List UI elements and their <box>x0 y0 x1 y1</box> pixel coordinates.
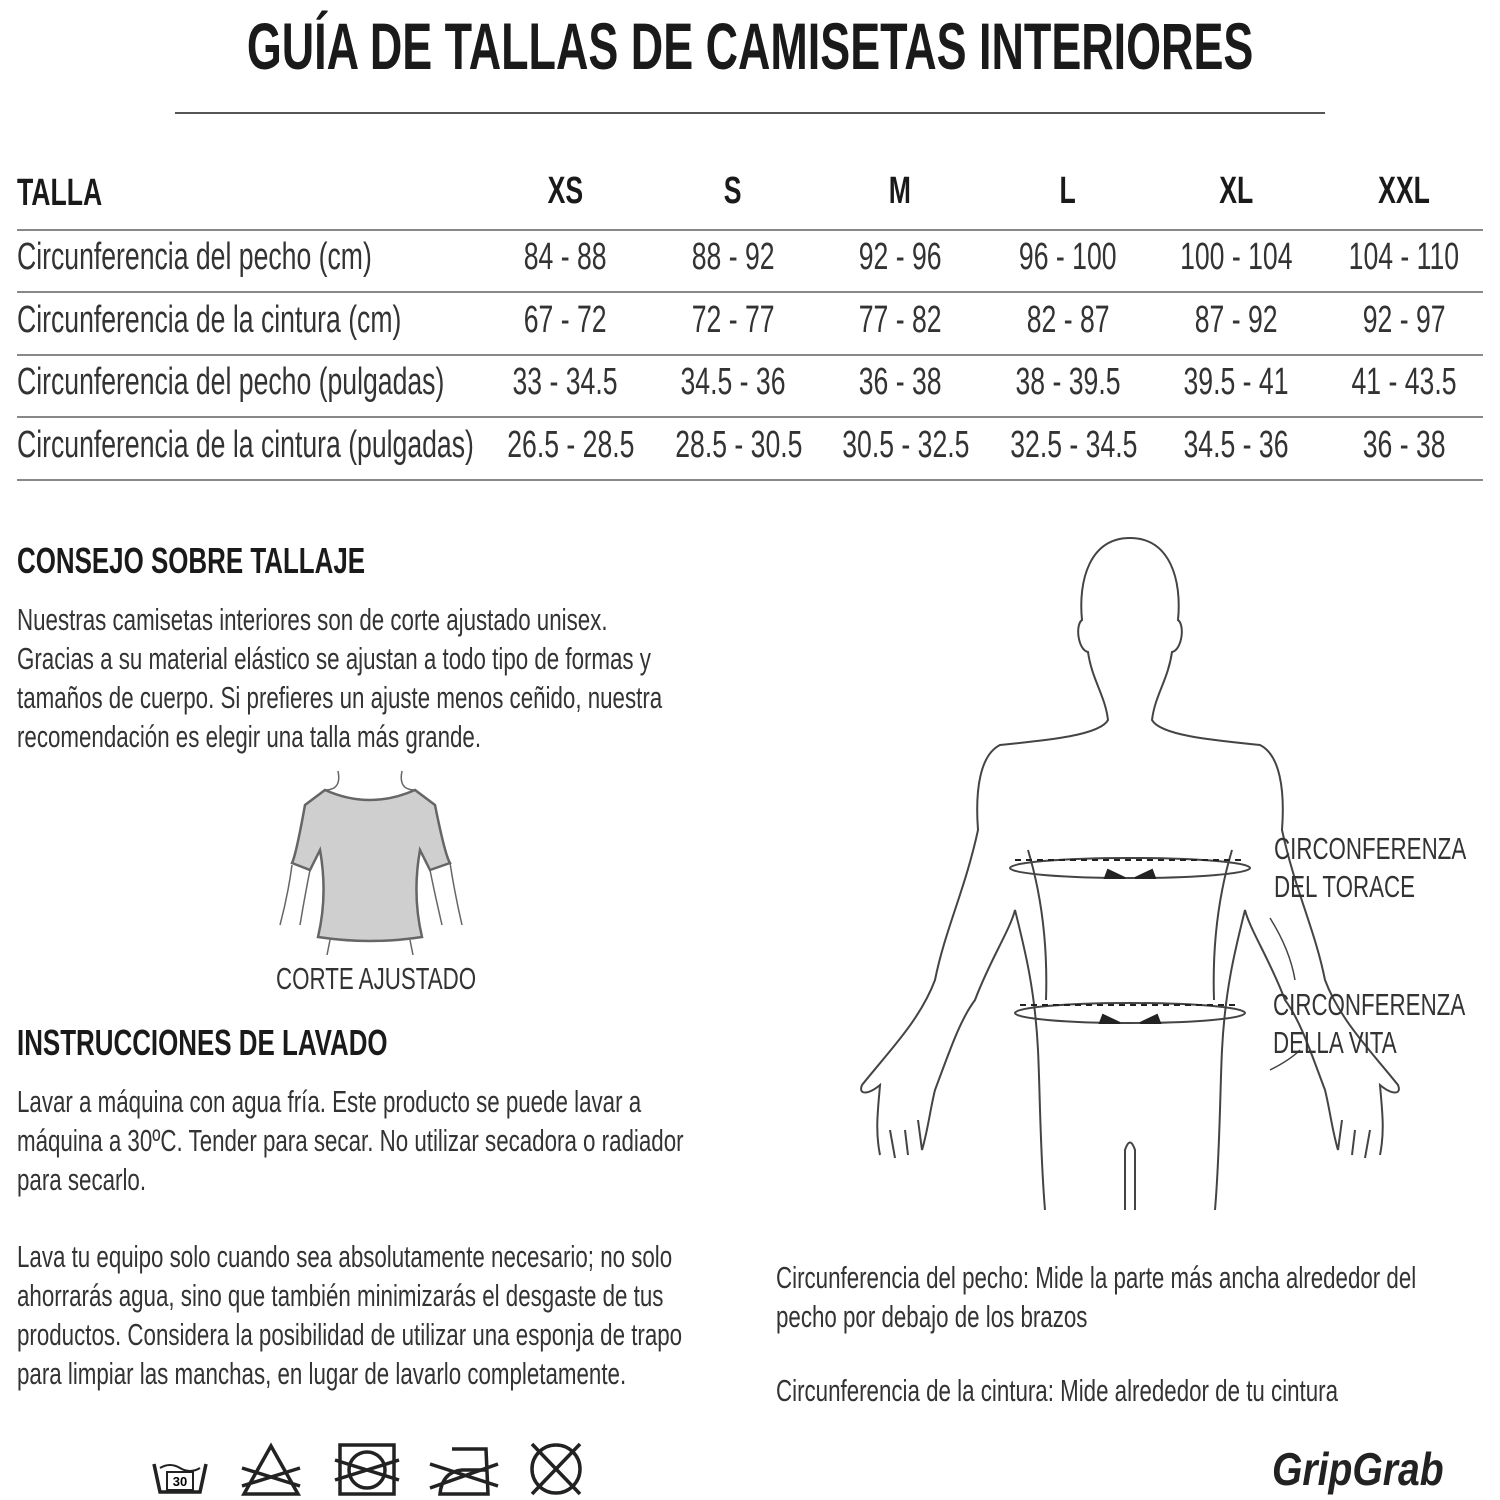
wash-30-icon: 30 <box>152 1463 208 1494</box>
table-cell: 26.5 - 28.5 <box>507 423 635 466</box>
chest-description: Circunferencia del pecho: Mide la parte … <box>776 1260 1417 1334</box>
table-cell: 77 - 82 <box>858 298 942 341</box>
no-iron-icon <box>429 1447 499 1496</box>
page-title: GUÍA DE TALLAS DE CAMISETAS INTERIORES <box>246 9 1254 83</box>
title-divider <box>175 112 1325 114</box>
table-cell: 92 - 96 <box>858 236 942 278</box>
waist-label: CIRCONFERENZA DELLA VITA <box>1273 987 1466 1060</box>
table-cell: 41 - 43.5 <box>1351 361 1457 403</box>
size-header-xl: XL <box>1219 170 1253 212</box>
fit-advice-text: Nuestras camisetas interiores son de cor… <box>17 602 663 754</box>
washing-heading: INSTRUCCIONES DE LAVADO <box>17 1022 388 1063</box>
no-bleach-icon <box>241 1442 301 1496</box>
fitted-shirt-icon <box>279 770 463 955</box>
washing-text-1: Lavar a máquina con agua fría. Este prod… <box>17 1084 684 1197</box>
table-divider <box>17 354 1483 356</box>
no-tumble-dry-icon <box>334 1443 400 1496</box>
shirt-caption: CORTE AJUSTADO <box>276 961 477 996</box>
table-cell: 39.5 - 41 <box>1183 361 1289 403</box>
size-header-l: L <box>1059 170 1077 212</box>
size-header-xxl: XXL <box>1378 170 1430 212</box>
table-cell: 36 - 38 <box>858 361 942 403</box>
table-cell: 36 - 38 <box>1362 423 1446 466</box>
table-divider <box>17 229 1483 231</box>
table-cell: 38 - 39.5 <box>1015 361 1121 403</box>
table-cell: 87 - 92 <box>1194 298 1278 341</box>
size-header-xs: XS <box>547 170 583 212</box>
table-cell: 34.5 - 36 <box>1183 423 1289 466</box>
fit-advice-heading: CONSEJO SOBRE TALLAJE <box>17 540 366 581</box>
table-cell: 84 - 88 <box>523 236 607 278</box>
table-cell: 33 - 34.5 <box>512 361 618 403</box>
table-cell: 92 - 97 <box>1362 298 1446 341</box>
table-cell: 88 - 92 <box>691 236 775 278</box>
table-divider <box>17 291 1483 293</box>
table-divider <box>17 479 1483 481</box>
washing-text-2: Lava tu equipo solo cuando sea absolutam… <box>17 1239 683 1391</box>
no-dry-clean-icon <box>530 1442 582 1496</box>
svg-text:30: 30 <box>173 1474 187 1489</box>
size-header-m: M <box>888 170 912 212</box>
chest-label: CIRCONFERENZA DEL TORACE <box>1274 831 1467 904</box>
table-cell: 96 - 100 <box>1019 236 1117 278</box>
table-cell: 100 - 104 <box>1179 236 1293 278</box>
table-cell: 32.5 - 34.5 <box>1010 423 1138 466</box>
waist-description: Circunferencia de la cintura: Mide alred… <box>776 1373 1339 1408</box>
size-header-s: S <box>724 170 742 212</box>
row-label: Circunferencia de la cintura (cm) <box>17 298 402 341</box>
table-cell: 72 - 77 <box>691 298 775 341</box>
row-label: Circunferencia de la cintura (pulgadas) <box>17 423 474 466</box>
table-cell: 82 - 87 <box>1026 298 1110 341</box>
row-label: Circunferencia del pecho (cm) <box>17 236 372 278</box>
body-measurement-diagram <box>860 537 1400 1210</box>
table-cell: 104 - 110 <box>1348 236 1460 278</box>
row-label: Circunferencia del pecho (pulgadas) <box>17 361 445 403</box>
table-cell: 67 - 72 <box>523 298 607 341</box>
table-cell: 28.5 - 30.5 <box>675 423 803 466</box>
table-divider <box>17 416 1483 418</box>
table-header-label: TALLA <box>17 172 103 214</box>
table-cell: 34.5 - 36 <box>680 361 786 403</box>
gripgrab-logo: GripGrab <box>1272 1443 1444 1495</box>
table-cell: 30.5 - 32.5 <box>842 423 970 466</box>
